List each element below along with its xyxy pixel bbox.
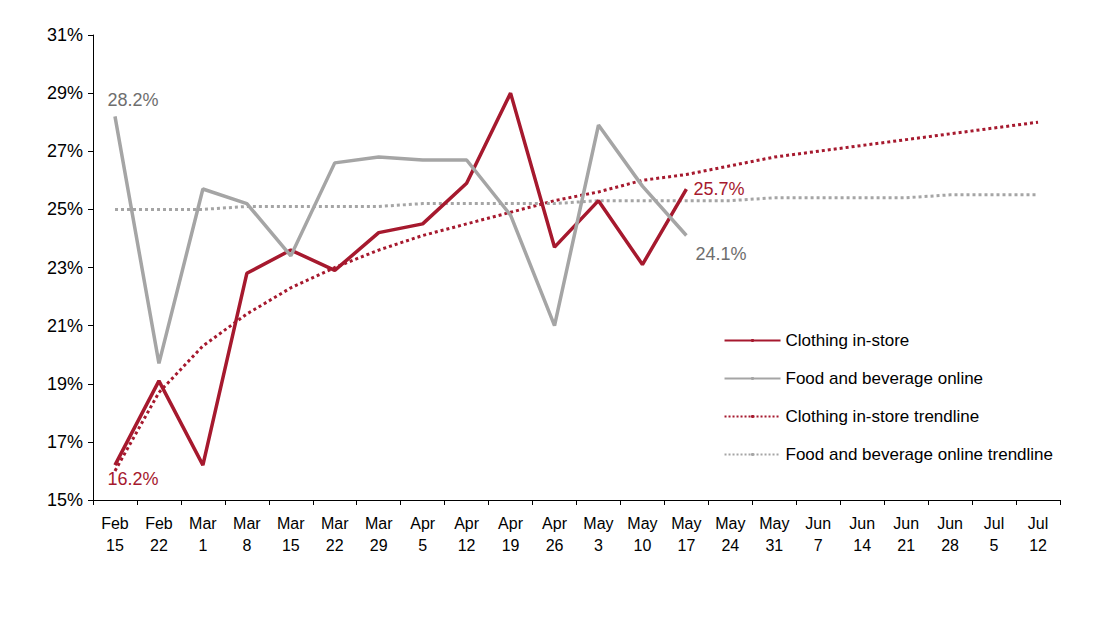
svg-text:Apr: Apr	[542, 515, 568, 532]
svg-text:22: 22	[150, 537, 168, 554]
svg-text:Food and beverage online: Food and beverage online	[786, 369, 984, 388]
svg-text:May: May	[671, 515, 701, 532]
svg-text:Apr: Apr	[498, 515, 524, 532]
svg-text:Food and beverage online trend: Food and beverage online trendline	[786, 445, 1053, 464]
svg-text:24: 24	[721, 537, 739, 554]
svg-text:17%: 17%	[47, 432, 83, 452]
svg-text:15%: 15%	[47, 490, 83, 510]
svg-text:31: 31	[765, 537, 783, 554]
svg-text:28: 28	[941, 537, 959, 554]
svg-text:Feb: Feb	[145, 515, 173, 532]
svg-text:29%: 29%	[47, 83, 83, 103]
svg-text:Jul: Jul	[984, 515, 1004, 532]
svg-text:28.2%: 28.2%	[107, 90, 158, 110]
svg-text:Mar: Mar	[189, 515, 217, 532]
svg-text:5: 5	[990, 537, 999, 554]
svg-text:Jun: Jun	[805, 515, 831, 532]
svg-text:12: 12	[1029, 537, 1047, 554]
svg-text:5: 5	[418, 537, 427, 554]
svg-text:22: 22	[326, 537, 344, 554]
svg-text:Apr: Apr	[454, 515, 480, 532]
svg-text:21%: 21%	[47, 316, 83, 336]
svg-text:26: 26	[546, 537, 564, 554]
svg-text:Jun: Jun	[893, 515, 919, 532]
svg-text:16.2%: 16.2%	[107, 469, 158, 489]
svg-text:8: 8	[242, 537, 251, 554]
svg-text:Clothing in-store trendline: Clothing in-store trendline	[786, 407, 980, 426]
svg-text:19%: 19%	[47, 374, 83, 394]
svg-text:1: 1	[198, 537, 207, 554]
svg-text:Mar: Mar	[365, 515, 393, 532]
svg-text:Feb: Feb	[101, 515, 129, 532]
svg-text:Mar: Mar	[277, 515, 305, 532]
svg-text:Jun: Jun	[849, 515, 875, 532]
svg-text:May: May	[627, 515, 657, 532]
svg-text:Mar: Mar	[233, 515, 261, 532]
svg-text:3: 3	[594, 537, 603, 554]
svg-text:Jun: Jun	[937, 515, 963, 532]
svg-text:31%: 31%	[47, 25, 83, 45]
svg-text:10: 10	[634, 537, 652, 554]
svg-text:Jul: Jul	[1028, 515, 1048, 532]
svg-text:29: 29	[370, 537, 388, 554]
svg-text:21: 21	[897, 537, 915, 554]
svg-text:Mar: Mar	[321, 515, 349, 532]
svg-text:24.1%: 24.1%	[695, 244, 746, 264]
svg-text:May: May	[715, 515, 745, 532]
svg-text:17: 17	[677, 537, 695, 554]
svg-text:May: May	[759, 515, 789, 532]
svg-text:25.7%: 25.7%	[693, 179, 744, 199]
svg-text:25%: 25%	[47, 199, 83, 219]
svg-text:15: 15	[282, 537, 300, 554]
svg-text:14: 14	[853, 537, 871, 554]
svg-text:Apr: Apr	[410, 515, 436, 532]
svg-text:12: 12	[458, 537, 476, 554]
svg-text:19: 19	[502, 537, 520, 554]
svg-text:7: 7	[814, 537, 823, 554]
svg-text:15: 15	[106, 537, 124, 554]
svg-text:Clothing in-store: Clothing in-store	[786, 331, 910, 350]
svg-text:May: May	[583, 515, 613, 532]
svg-text:23%: 23%	[47, 258, 83, 278]
svg-text:27%: 27%	[47, 141, 83, 161]
